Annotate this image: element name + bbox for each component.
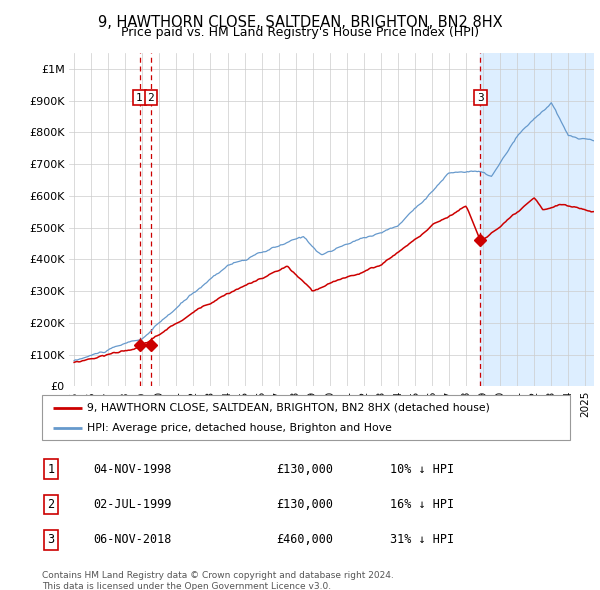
Text: £130,000: £130,000 — [276, 498, 333, 511]
Text: 10% ↓ HPI: 10% ↓ HPI — [390, 463, 454, 476]
Text: £130,000: £130,000 — [276, 463, 333, 476]
Text: 04-NOV-1998: 04-NOV-1998 — [93, 463, 172, 476]
Text: 9, HAWTHORN CLOSE, SALTDEAN, BRIGHTON, BN2 8HX (detached house): 9, HAWTHORN CLOSE, SALTDEAN, BRIGHTON, B… — [87, 403, 490, 412]
Text: 02-JUL-1999: 02-JUL-1999 — [93, 498, 172, 511]
Text: 2: 2 — [47, 498, 55, 511]
Text: Contains HM Land Registry data © Crown copyright and database right 2024.
This d: Contains HM Land Registry data © Crown c… — [42, 571, 394, 590]
Text: 3: 3 — [477, 93, 484, 103]
Bar — [481, 53, 594, 386]
Text: 9, HAWTHORN CLOSE, SALTDEAN, BRIGHTON, BN2 8HX: 9, HAWTHORN CLOSE, SALTDEAN, BRIGHTON, B… — [98, 15, 502, 30]
Text: 3: 3 — [47, 533, 55, 546]
Text: 1: 1 — [136, 93, 143, 103]
FancyBboxPatch shape — [42, 395, 570, 440]
Text: HPI: Average price, detached house, Brighton and Hove: HPI: Average price, detached house, Brig… — [87, 424, 392, 434]
Text: £460,000: £460,000 — [276, 533, 333, 546]
Text: 16% ↓ HPI: 16% ↓ HPI — [390, 498, 454, 511]
Text: Price paid vs. HM Land Registry's House Price Index (HPI): Price paid vs. HM Land Registry's House … — [121, 26, 479, 39]
Text: 06-NOV-2018: 06-NOV-2018 — [93, 533, 172, 546]
Text: 1: 1 — [47, 463, 55, 476]
Text: 31% ↓ HPI: 31% ↓ HPI — [390, 533, 454, 546]
Text: 2: 2 — [148, 93, 154, 103]
